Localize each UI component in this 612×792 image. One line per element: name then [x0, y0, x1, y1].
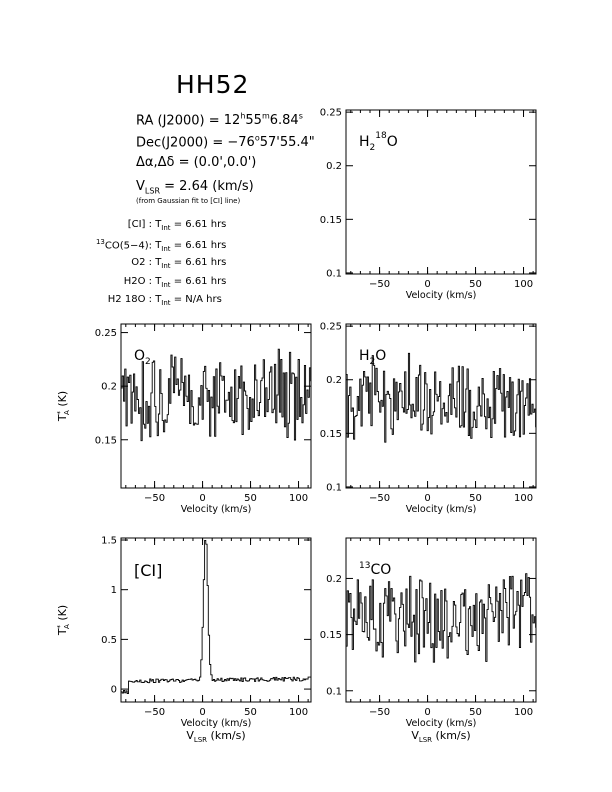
species-label: [CI] [134, 561, 162, 580]
x-tick-label: 0 [424, 707, 430, 718]
offset-label: Δα,Δδ = [136, 155, 190, 170]
vlsr-value: = 2.64 (km/s) [164, 179, 254, 194]
13co-panel: −50 0 50 100 0.1 0.15 0.2 Velocity (km/s)VLSR (… [320, 537, 537, 744]
dec-line: Dec(J2000) = −76o57'55.4" [136, 134, 315, 150]
y-tick-label: 0.15 [320, 429, 342, 440]
spectrum-line [346, 352, 537, 443]
y-tick-label: 0.5 [101, 635, 117, 646]
x-axis-label: Velocity (km/s) [181, 504, 252, 515]
h218o-panel: −50 0 50 100 0.1 0.15 0.2 0.25 Velocity (km/s) H2… [320, 108, 537, 301]
dec-label: Dec(J2000) = [136, 135, 224, 151]
ra-label: RA (J2000) = [136, 113, 220, 129]
x-axis-label-vlsr: VLSR (km/s) [186, 729, 245, 744]
y-tick-label: 0 [111, 685, 117, 696]
plot-frame [345, 323, 537, 489]
vlsr-label: VLSR [136, 179, 160, 196]
y-tick-label: 1.5 [101, 535, 117, 546]
x-tick-label: 50 [469, 279, 482, 290]
integration-line-name: H2O : [123, 276, 152, 287]
x-axis-label: Velocity (km/s) [406, 504, 477, 515]
y-tick-label: 0.15 [95, 435, 117, 446]
offset-line: Δα,Δδ = (0.0',0.0') [136, 155, 256, 170]
integration-row: [CI] : TInt = 6.61 hrs [84, 219, 244, 232]
x-tick-label: 100 [514, 493, 533, 504]
spectrum-line [121, 348, 312, 442]
integration-line-name: [CI] : [127, 219, 152, 230]
x-axis-label: Velocity (km/s) [181, 718, 252, 729]
ra-line: RA (J2000) = 12h55m6.84s [136, 112, 303, 128]
y-tick-label: 0.25 [95, 328, 117, 339]
y-tick-label: 0.2 [326, 161, 342, 172]
integration-row: 13CO(5−4): TInt = 6.61 hrs [84, 238, 244, 253]
integration-time: TInt = 6.61 hrs [155, 240, 227, 254]
y-tick-label: 0.15 [320, 215, 342, 226]
x-tick-label: 100 [289, 493, 308, 504]
x-axis-label-vlsr: VLSR (km/s) [411, 729, 470, 744]
plot-frame [120, 323, 312, 489]
x-tick-label: −50 [369, 707, 390, 718]
x-axis-label: Velocity (km/s) [406, 290, 477, 301]
integration-time: TInt = 6.61 hrs [155, 257, 227, 270]
y-axis-label: T*A (K) [56, 605, 71, 636]
plot-frame [345, 109, 537, 275]
x-tick-label: −50 [369, 493, 390, 504]
species-label: H218O [359, 131, 398, 153]
y-tick-label: 1 [111, 585, 117, 596]
y-tick-label: 0.2 [101, 382, 117, 393]
integration-time: TInt = N/A hrs [155, 294, 222, 307]
integration-time: TInt = 6.61 hrs [155, 276, 227, 289]
y-tick-label: 0.25 [320, 108, 342, 119]
y-tick-label: 0.1 [326, 686, 342, 697]
vlsr-line: VLSR = 2.64 (km/s) [136, 179, 254, 196]
x-tick-label: 50 [244, 493, 257, 504]
x-tick-label: 0 [424, 279, 430, 290]
x-tick-label: 0 [199, 493, 205, 504]
integration-row: H2 18O : TInt = N/A hrs [84, 294, 244, 307]
integration-line-name: H2 18O : [107, 294, 152, 305]
x-tick-label: 0 [199, 707, 205, 718]
x-tick-label: 0 [424, 493, 430, 504]
spectrum-line [346, 573, 537, 663]
vlsr-note: (from Gaussian fit to [CI] line) [136, 197, 241, 205]
y-tick-label: 0.2 [326, 574, 342, 585]
species-label: 13CO [359, 561, 391, 578]
integration-row: H2O : TInt = 6.61 hrs [84, 276, 244, 289]
x-axis-label: Velocity (km/s) [406, 718, 477, 729]
integration-time: TInt = 6.61 hrs [155, 219, 227, 232]
integration-line-name: 13CO(5−4): [95, 238, 152, 252]
integration-line-name: O2 : [131, 257, 152, 268]
y-tick-label: 0.1 [326, 268, 342, 279]
plot-frame [120, 537, 312, 703]
o2-panel: −50 0 50 100 0.15 0.2 0.25 Velocity (km/s) T*A (… [56, 323, 312, 515]
x-tick-label: 50 [244, 707, 257, 718]
x-tick-label: −50 [144, 707, 165, 718]
dec-value: −76o57'55.4" [227, 134, 315, 151]
x-tick-label: −50 [144, 493, 165, 504]
y-tick-label: 0.1 [326, 482, 342, 493]
ci-panel: −50 0 50 100 0 0.5 1 1.5 Velocity (km/s)VLSR (km… [56, 535, 312, 744]
x-tick-label: 100 [289, 707, 308, 718]
y-axis-label: T*A (K) [56, 391, 71, 422]
offset-value: (0.0',0.0') [193, 155, 257, 170]
page-title: HH52 [176, 70, 250, 99]
y-tick-label: 0.15 [320, 630, 342, 641]
x-tick-label: 50 [469, 707, 482, 718]
x-tick-label: 100 [514, 279, 533, 290]
y-tick-label: 0.25 [320, 322, 342, 333]
x-tick-label: 50 [469, 493, 482, 504]
x-tick-label: −50 [369, 279, 390, 290]
x-tick-label: 100 [514, 707, 533, 718]
spectrum-line [121, 540, 311, 694]
ra-value: 12h55m6.84s [223, 112, 303, 129]
integration-row: O2 : TInt = 6.61 hrs [84, 257, 244, 270]
y-tick-label: 0.2 [326, 375, 342, 386]
